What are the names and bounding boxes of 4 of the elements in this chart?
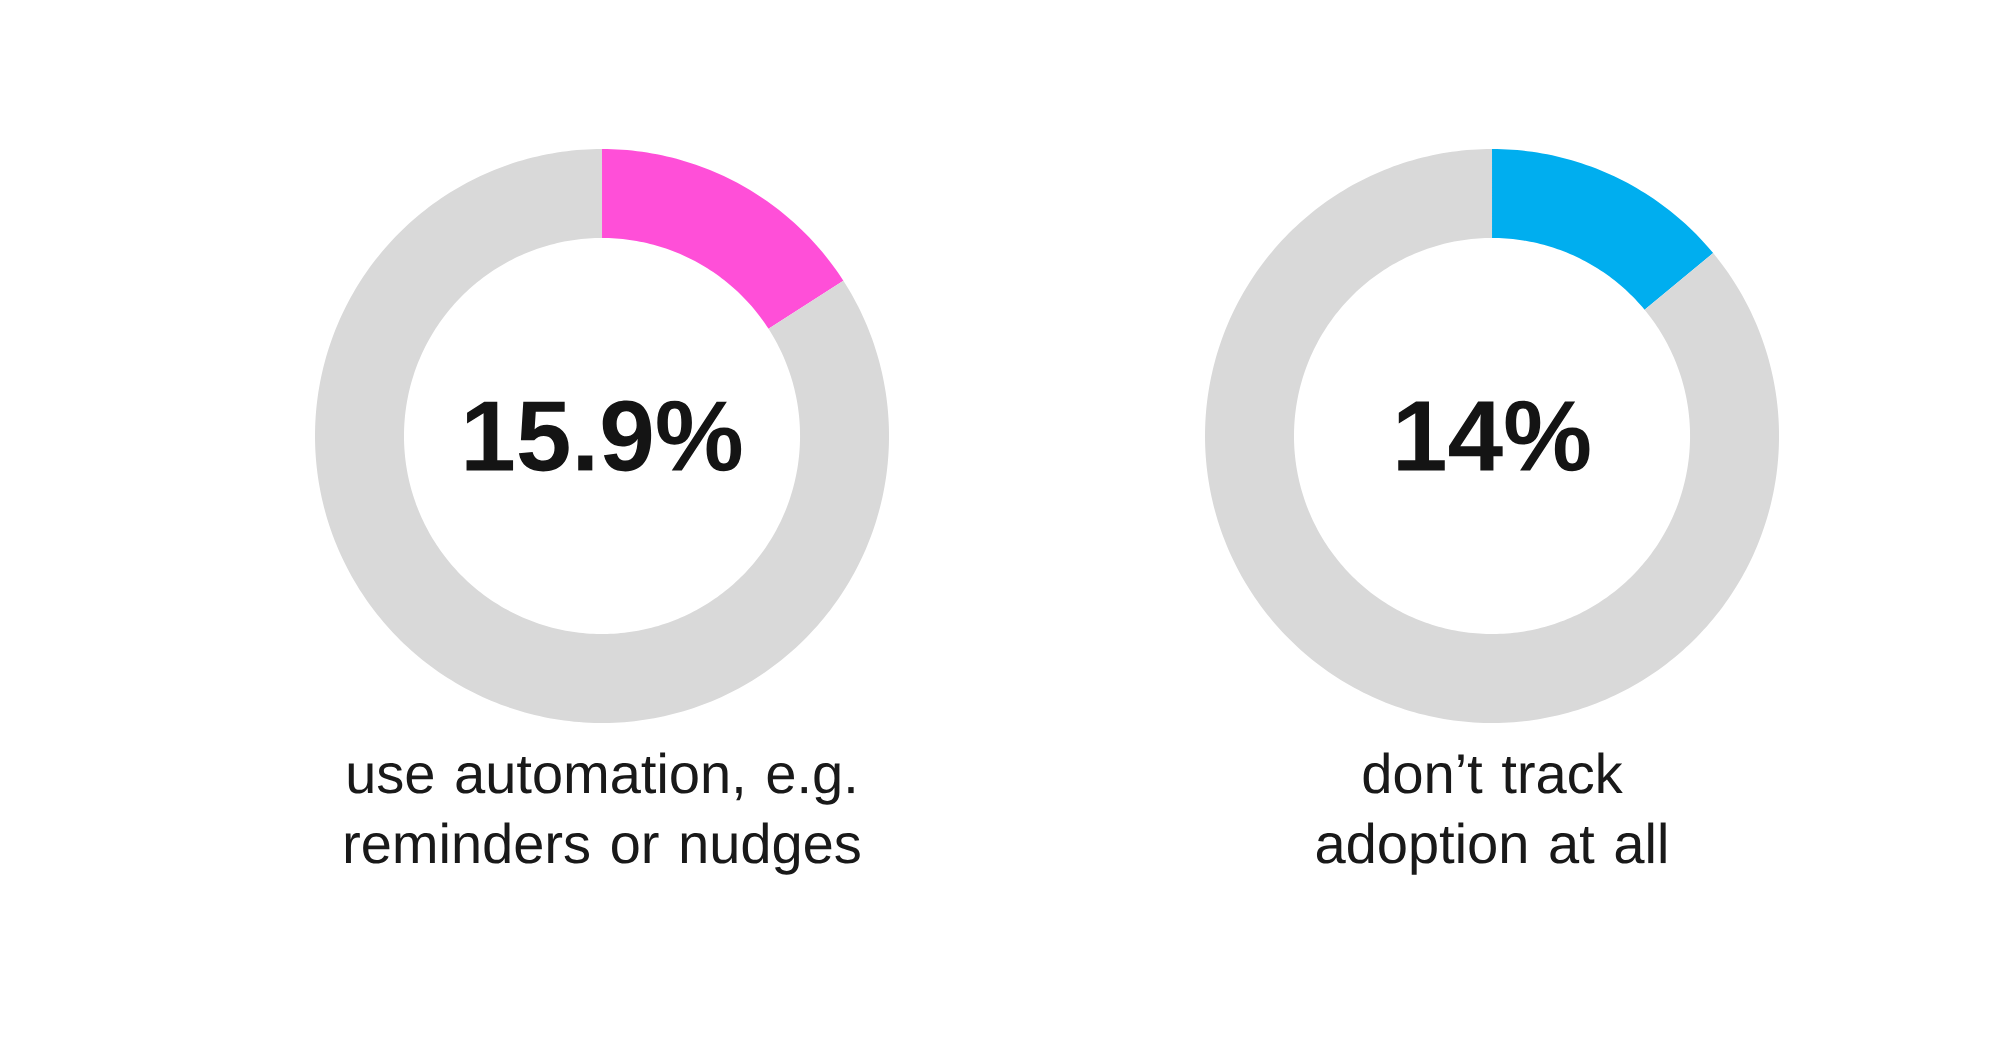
- text: don’t track adoption at all: [1316, 752, 1666, 875]
- text: use automation, e.g. reminders or nudges: [345, 752, 860, 875]
- text: 15.9%: [466, 400, 742, 472]
- text: 14%: [1398, 400, 1590, 472]
